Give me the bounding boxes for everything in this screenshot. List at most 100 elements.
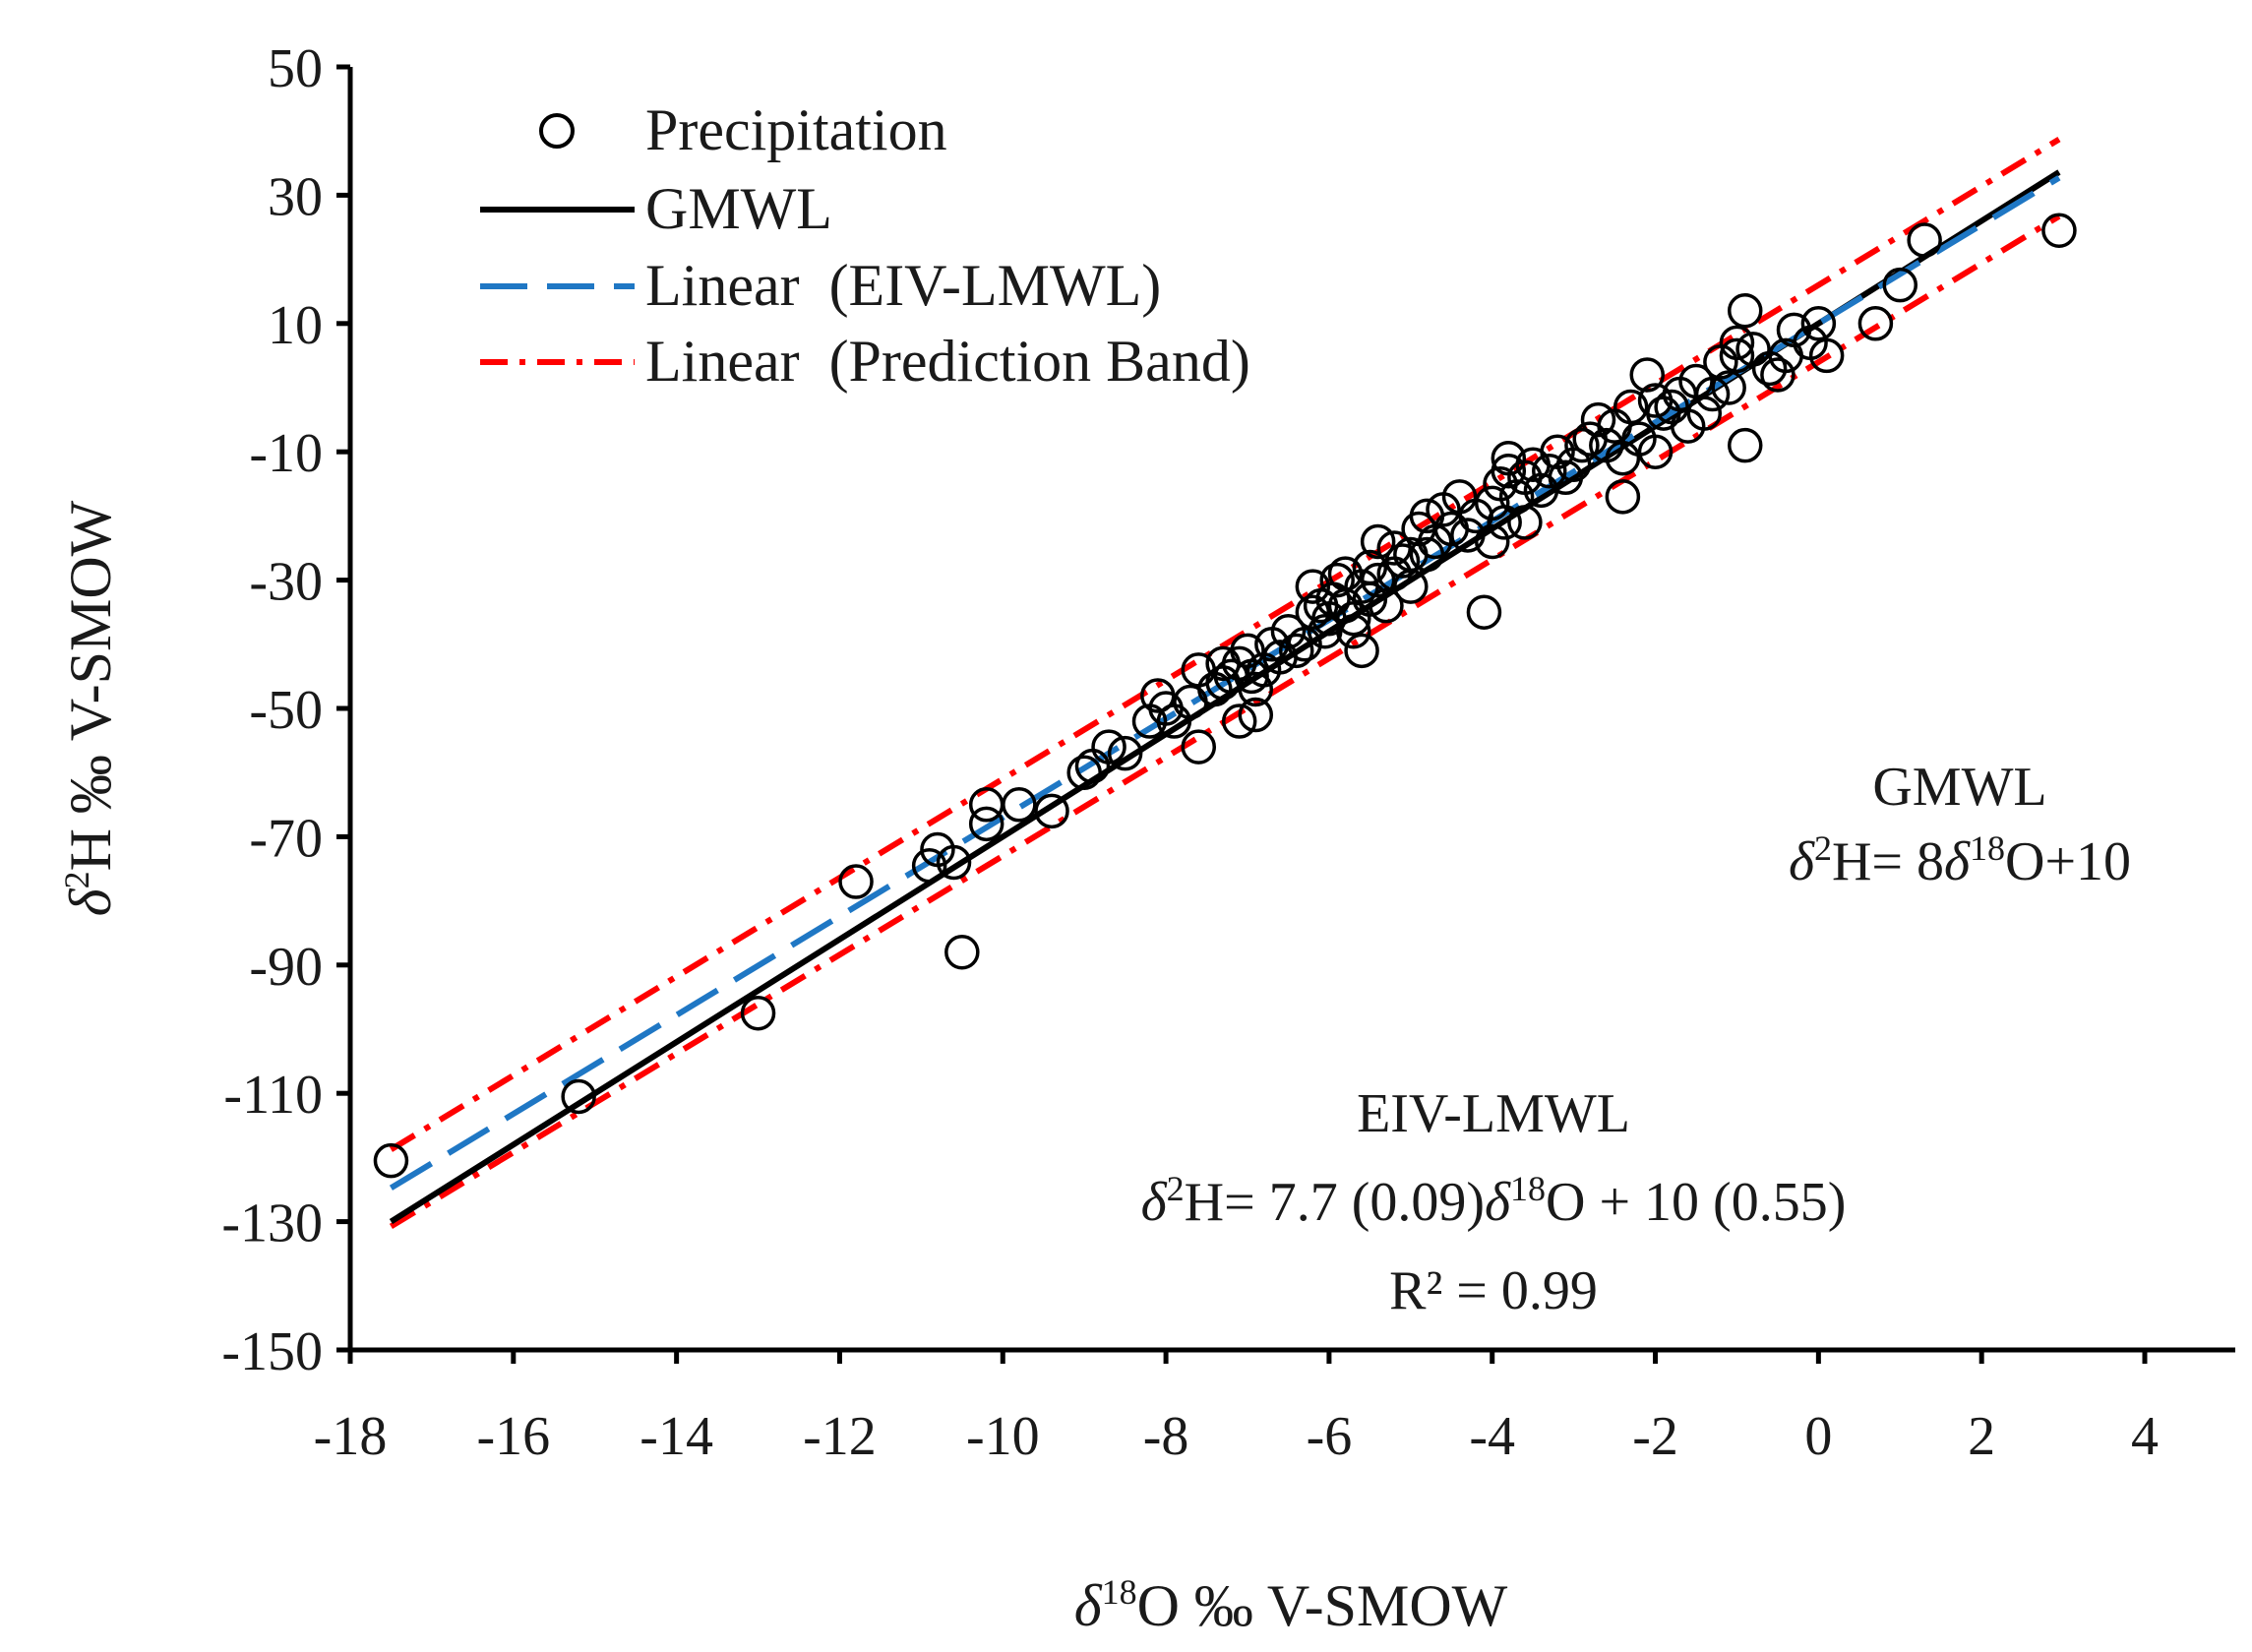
data-point [1360,523,1396,560]
eiv-title: EIV-LMWL [1357,1083,1630,1144]
data-point [1605,479,1641,515]
data-point [1532,454,1567,489]
x-tick-label: 0 [1804,1406,1832,1467]
data-point [1450,518,1486,553]
data-point [1369,587,1404,624]
data-point [1002,787,1037,823]
y-tick-label: 30 [268,166,323,227]
data-point [944,935,980,970]
x-tick-label: -2 [1632,1406,1678,1467]
data-point [1295,569,1331,604]
data-point [1629,357,1666,393]
data-point [1613,389,1649,425]
eiv-equation: δ2H= 7.7 (0.09)δ18O + 10 (0.55) [1141,1169,1847,1233]
data-point [1719,337,1755,374]
data-point [1711,370,1746,405]
y-tick-label: -150 [221,1321,323,1382]
data-point [740,995,776,1031]
legend-label-eiv: Linear (EIV-LMWL) [645,253,1161,318]
data-point [1034,793,1069,829]
data-point [1719,325,1755,361]
x-ticks: -18 -16 -14 -12 -10 -8 -6 -4 -2 0 2 4 [314,1350,2159,1467]
legend-swatch-precipitation [539,113,575,149]
precipitation-points [373,213,2077,1179]
legend-label-prediction-band: Linear (Prediction Band) [645,329,1250,394]
data-point [1808,337,1845,374]
data-point [1336,614,1371,649]
data-point [2041,213,2077,249]
data-point [1181,729,1217,765]
data-point [1238,671,1274,707]
eiv-annotation: EIV-LMWL δ2H= 7.7 (0.09)δ18O + 10 (0.55)… [1141,1083,1847,1321]
y-tick-label: -10 [249,423,323,484]
y-tick-label: -70 [249,808,323,869]
data-point [1637,434,1674,469]
data-point [1295,594,1331,630]
eiv-lmwl-line [389,175,2061,1191]
x-tick-label: 2 [1968,1406,1995,1467]
data-point [968,806,1004,842]
data-point [1857,306,1894,341]
x-tick-label: -8 [1143,1406,1189,1467]
data-point [1221,704,1257,739]
data-point [1384,543,1421,579]
data-point [1278,633,1314,669]
data-point [1319,562,1355,598]
data-point [1727,427,1763,463]
gmwl-equation: δ2H= 8δ18O+10 [1789,828,2131,892]
data-point [1727,293,1763,329]
gmwl-annotation: GMWL δ2H= 8δ18O+10 [1789,757,2131,892]
data-point [1238,697,1274,733]
y-ticks: -150 -130 -110 -90 -70 -50 -30 -10 10 30 50 [221,38,350,1382]
legend: Precipitation GMWL Linear (EIV-LMWL) Lin… [480,97,1250,394]
data-point [561,1078,596,1115]
y-tick-label: -30 [249,552,323,613]
data-point [1474,485,1510,521]
data-point [1686,396,1723,431]
y-axis-title: δ2H ‰ V-SMOW [57,500,123,916]
data-point [1555,447,1592,482]
data-point [1066,755,1102,790]
x-tick-label: -16 [476,1406,550,1467]
x-axis-title: δ18O ‰ V-SMOW [1074,1572,1508,1638]
data-point [1564,427,1600,463]
y-tick-label: -110 [223,1065,323,1126]
data-point [1287,627,1322,662]
data-point [1344,633,1379,669]
data-point [1474,523,1510,560]
data-point [1466,594,1502,630]
data-point [1498,479,1535,515]
data-point [911,847,947,884]
data-point [373,1142,409,1179]
x-tick-label: -6 [1307,1406,1353,1467]
y-tick-label: 10 [268,295,323,356]
data-point [1360,562,1396,598]
x-tick-label: -10 [966,1406,1040,1467]
data-point [1882,267,1918,303]
data-point [1580,401,1616,438]
y-tick-label: 50 [268,38,323,99]
legend-label-gmwl: GMWL [645,176,832,241]
x-tick-label: -14 [639,1406,713,1467]
data-point [1907,222,1942,258]
data-point [1091,729,1126,765]
data-point [1491,454,1527,489]
data-point [1760,357,1796,393]
gmwl-title: GMWL [1872,757,2046,818]
data-point [1507,505,1543,540]
legend-label-precipitation: Precipitation [645,97,947,162]
x-tick-label: -4 [1469,1406,1515,1467]
x-tick-label: -12 [803,1406,877,1467]
x-tick-label: 4 [2131,1406,2159,1467]
r-squared: R² = 0.99 [1389,1260,1598,1321]
fit-lines [389,137,2061,1230]
prediction-band-upper-line [389,137,2061,1152]
x-tick-label: -18 [314,1406,388,1467]
data-point [1694,376,1731,412]
data-point [1107,735,1143,771]
y-tick-label: -50 [249,680,323,741]
data-point [838,864,874,899]
data-point [936,844,972,881]
data-point [968,787,1004,823]
